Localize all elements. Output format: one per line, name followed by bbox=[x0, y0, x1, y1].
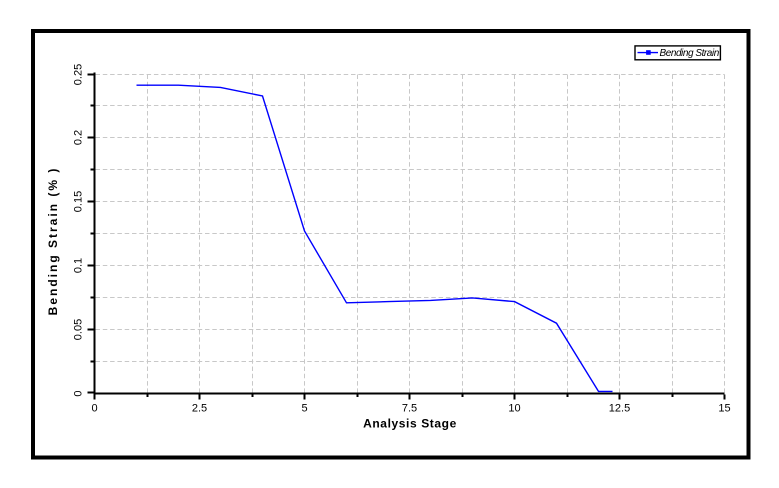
svg-text:10: 10 bbox=[508, 403, 520, 415]
svg-text:7.5: 7.5 bbox=[402, 403, 417, 415]
svg-text:0.1: 0.1 bbox=[73, 258, 85, 273]
svg-text:0.25: 0.25 bbox=[73, 64, 85, 85]
svg-text:15: 15 bbox=[718, 403, 730, 415]
svg-text:5: 5 bbox=[301, 403, 307, 415]
svg-text:2.5: 2.5 bbox=[192, 403, 207, 415]
svg-text:Bending Strain (% ): Bending Strain (% ) bbox=[46, 167, 60, 316]
svg-text:Analysis Stage: Analysis Stage bbox=[363, 417, 457, 431]
svg-text:12.5: 12.5 bbox=[609, 403, 630, 415]
svg-text:0: 0 bbox=[73, 390, 85, 396]
svg-text:0.2: 0.2 bbox=[73, 130, 85, 145]
svg-text:Bending Strain: Bending Strain bbox=[660, 48, 720, 59]
svg-text:0.15: 0.15 bbox=[73, 191, 85, 212]
svg-text:0: 0 bbox=[91, 403, 97, 415]
svg-text:0.05: 0.05 bbox=[73, 319, 85, 340]
